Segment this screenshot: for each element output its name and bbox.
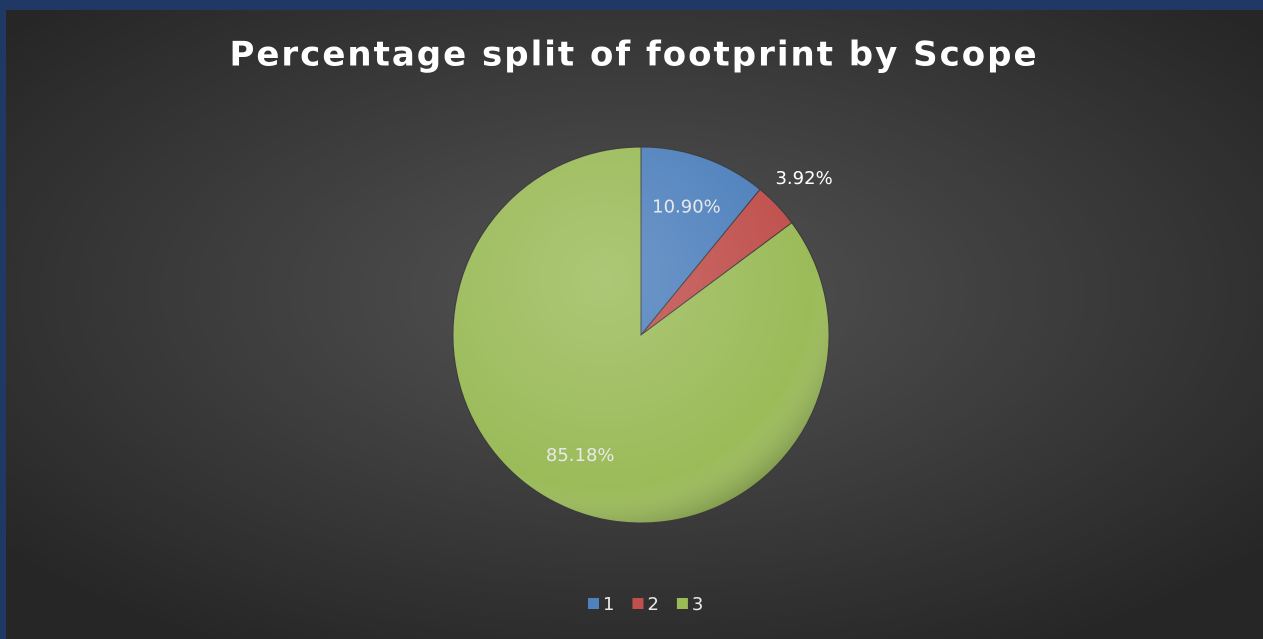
legend-label: 3 [692, 594, 703, 615]
legend-swatch [632, 598, 644, 609]
data-label: 10.90% [652, 196, 721, 217]
pie [452, 146, 830, 524]
labels: 10.90% 3.92% 85.18% [546, 168, 833, 466]
legend-label: 2 [647, 594, 658, 615]
data-label: 85.18% [546, 445, 615, 466]
legend-swatch [676, 598, 688, 609]
data-label: 3.92% [775, 168, 832, 189]
legend: 1 2 3 [588, 594, 703, 615]
legend-swatch [588, 598, 599, 609]
legend-label: 1 [603, 594, 614, 615]
chart-title: Percentage split of footprint by Scope [229, 35, 1038, 75]
